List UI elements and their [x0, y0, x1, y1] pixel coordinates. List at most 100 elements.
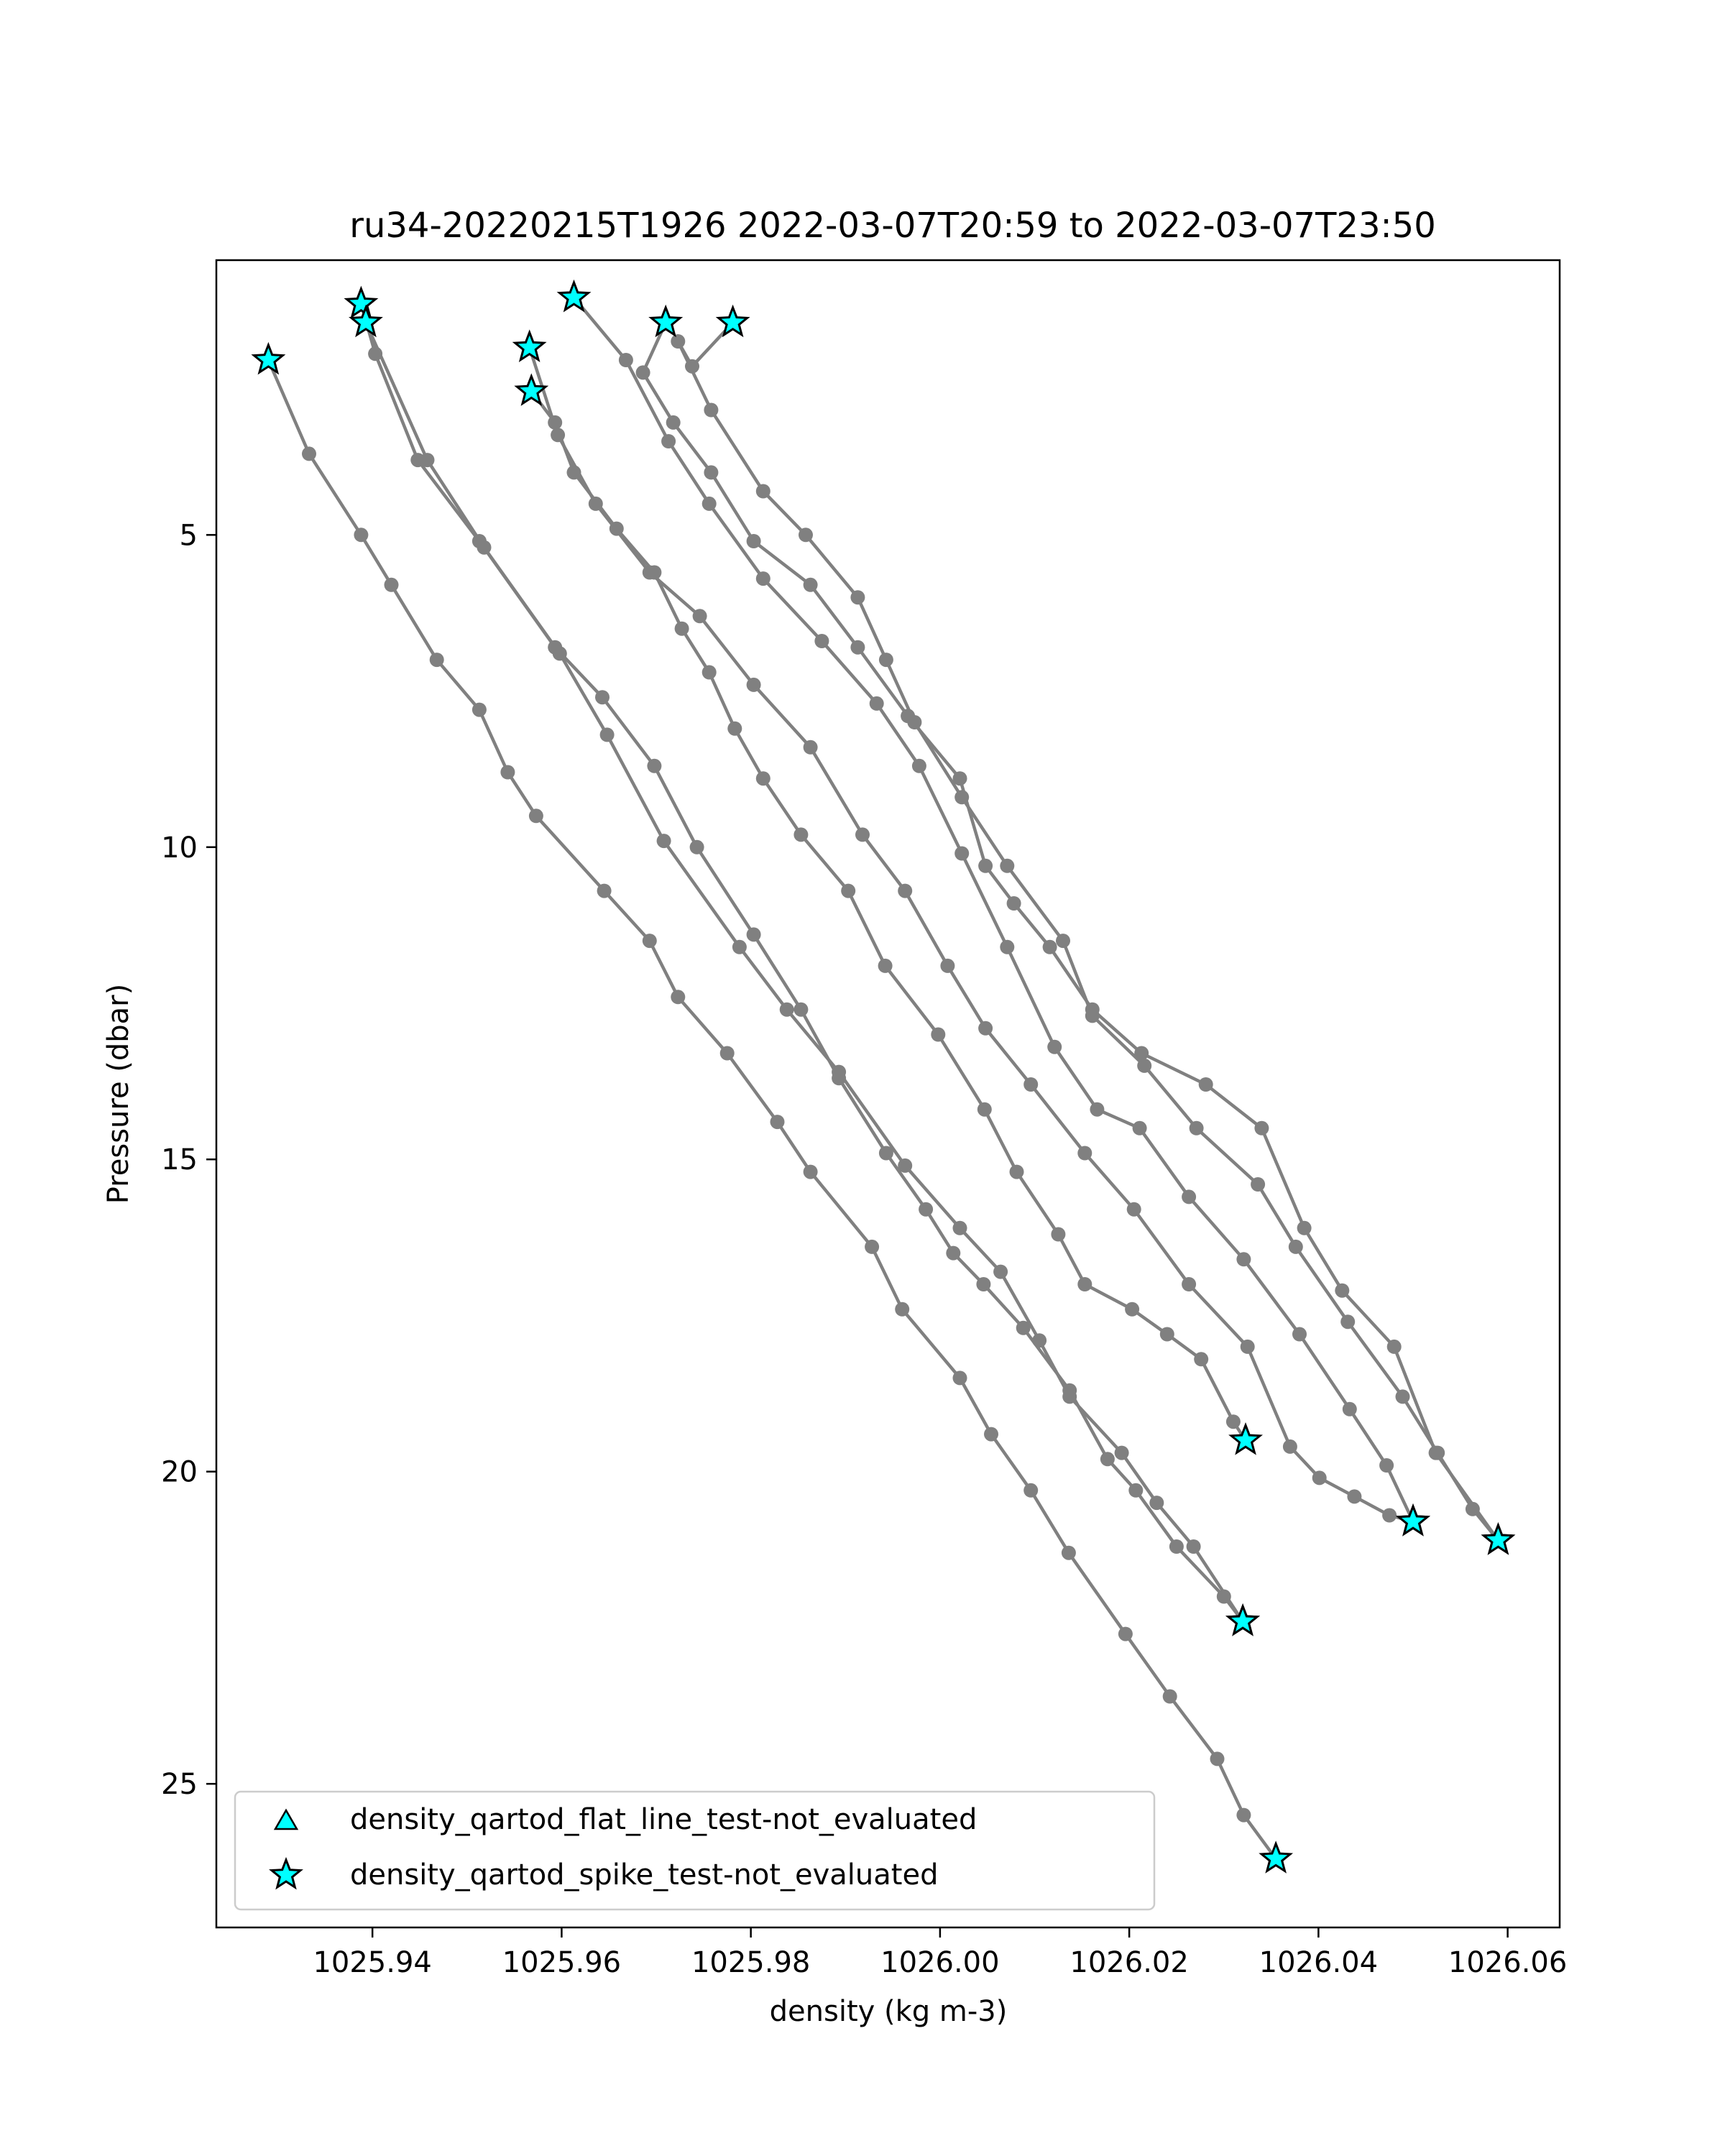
data-point	[1297, 1220, 1312, 1235]
legend-entry-spike: density_qartod_spike_test-not_evaluated	[350, 1858, 938, 1892]
data-point	[1251, 1177, 1266, 1192]
data-point	[661, 434, 676, 448]
data-point	[656, 834, 671, 849]
data-point	[952, 1370, 967, 1386]
data-point	[952, 771, 967, 786]
profile-series-5	[566, 290, 1420, 1529]
data-point	[1169, 1539, 1184, 1554]
spike-flag-star	[349, 304, 383, 338]
data-point	[940, 958, 955, 973]
spike-flag-star	[344, 285, 379, 319]
data-point	[993, 1264, 1008, 1279]
data-point	[671, 990, 686, 1005]
data-point	[803, 740, 818, 755]
data-point	[931, 1027, 946, 1042]
data-point	[732, 939, 747, 954]
y-tick-label: 15	[161, 1143, 198, 1176]
data-point	[869, 696, 884, 711]
data-point	[1006, 896, 1021, 911]
data-point	[472, 702, 487, 717]
data-point	[704, 402, 719, 418]
data-point	[618, 353, 633, 367]
data-point	[794, 1002, 809, 1017]
data-point	[1032, 1333, 1047, 1348]
data-point	[1159, 1327, 1174, 1342]
data-point	[1114, 1445, 1129, 1460]
data-point	[685, 359, 699, 374]
data-point	[1382, 1508, 1397, 1523]
legend-entry-flat-line: density_qartod_flat_line_test-not_evalua…	[350, 1803, 977, 1836]
data-point	[599, 727, 615, 742]
y-tick-label: 20	[161, 1456, 198, 1489]
data-point	[647, 758, 662, 773]
data-point	[1240, 1339, 1255, 1354]
x-tick-label: 1026.06	[1448, 1946, 1567, 1979]
data-point	[911, 758, 926, 773]
spike-flag-star	[556, 279, 592, 313]
profile-series-8	[671, 315, 1506, 1548]
y-tick-label: 10	[161, 831, 198, 865]
data-point	[1051, 1227, 1066, 1242]
data-point	[692, 609, 707, 624]
profile-line-8	[676, 321, 1500, 1542]
legend-triangle-marker	[273, 1808, 299, 1830]
profile-line-3	[364, 321, 1245, 1623]
data-point	[954, 790, 970, 805]
data-point	[1125, 1302, 1140, 1317]
x-tick-label: 1025.98	[691, 1946, 810, 1979]
data-point	[746, 534, 761, 548]
data-point	[1225, 1414, 1241, 1429]
data-point	[1194, 1352, 1209, 1367]
data-point	[1186, 1539, 1201, 1554]
data-point	[1016, 1320, 1031, 1335]
data-point	[642, 565, 657, 580]
legend-star-shape	[269, 1856, 303, 1890]
data-point	[1288, 1239, 1303, 1254]
data-point	[978, 858, 993, 873]
legend-box	[234, 1790, 1156, 1911]
spike-flag-star	[251, 341, 286, 375]
data-point	[1085, 1008, 1100, 1023]
profile-line-4	[530, 390, 1248, 1442]
data-point	[1024, 1483, 1039, 1498]
data-point	[1128, 1483, 1144, 1498]
data-point	[878, 958, 893, 973]
data-point	[302, 446, 316, 461]
data-point	[635, 365, 650, 380]
plot-area-frame	[215, 259, 1561, 1929]
spike-flag-star	[1225, 1603, 1260, 1636]
data-point	[1090, 1102, 1105, 1117]
data-point	[1042, 939, 1057, 954]
data-point	[1132, 1120, 1147, 1135]
data-point	[528, 808, 543, 824]
data-point	[907, 715, 922, 729]
data-point	[1395, 1389, 1410, 1404]
data-point	[755, 771, 770, 786]
data-point	[898, 1158, 913, 1173]
data-point	[1292, 1327, 1307, 1342]
flag-layer	[251, 279, 1516, 1874]
data-point	[1236, 1252, 1251, 1267]
data-point	[702, 665, 717, 680]
legend: density_qartod_flat_line_test-not_evalua…	[234, 1790, 1156, 1911]
data-point	[551, 428, 566, 443]
data-point	[1100, 1452, 1115, 1467]
data-point	[1236, 1807, 1251, 1823]
data-point	[642, 934, 657, 949]
y-tick-label: 5	[180, 519, 198, 552]
data-point	[1024, 1077, 1039, 1092]
data-point	[1430, 1445, 1445, 1460]
data-point	[814, 634, 829, 648]
data-point	[1465, 1501, 1480, 1516]
data-point	[779, 1002, 794, 1017]
data-point	[1000, 858, 1015, 873]
data-point	[429, 653, 444, 668]
data-point	[1162, 1689, 1177, 1704]
data-point	[952, 1220, 967, 1235]
data-point	[865, 1239, 880, 1254]
data-point	[755, 484, 770, 499]
data-point	[1182, 1189, 1197, 1204]
spike-flag-star	[512, 329, 547, 362]
data-point	[919, 1202, 934, 1217]
